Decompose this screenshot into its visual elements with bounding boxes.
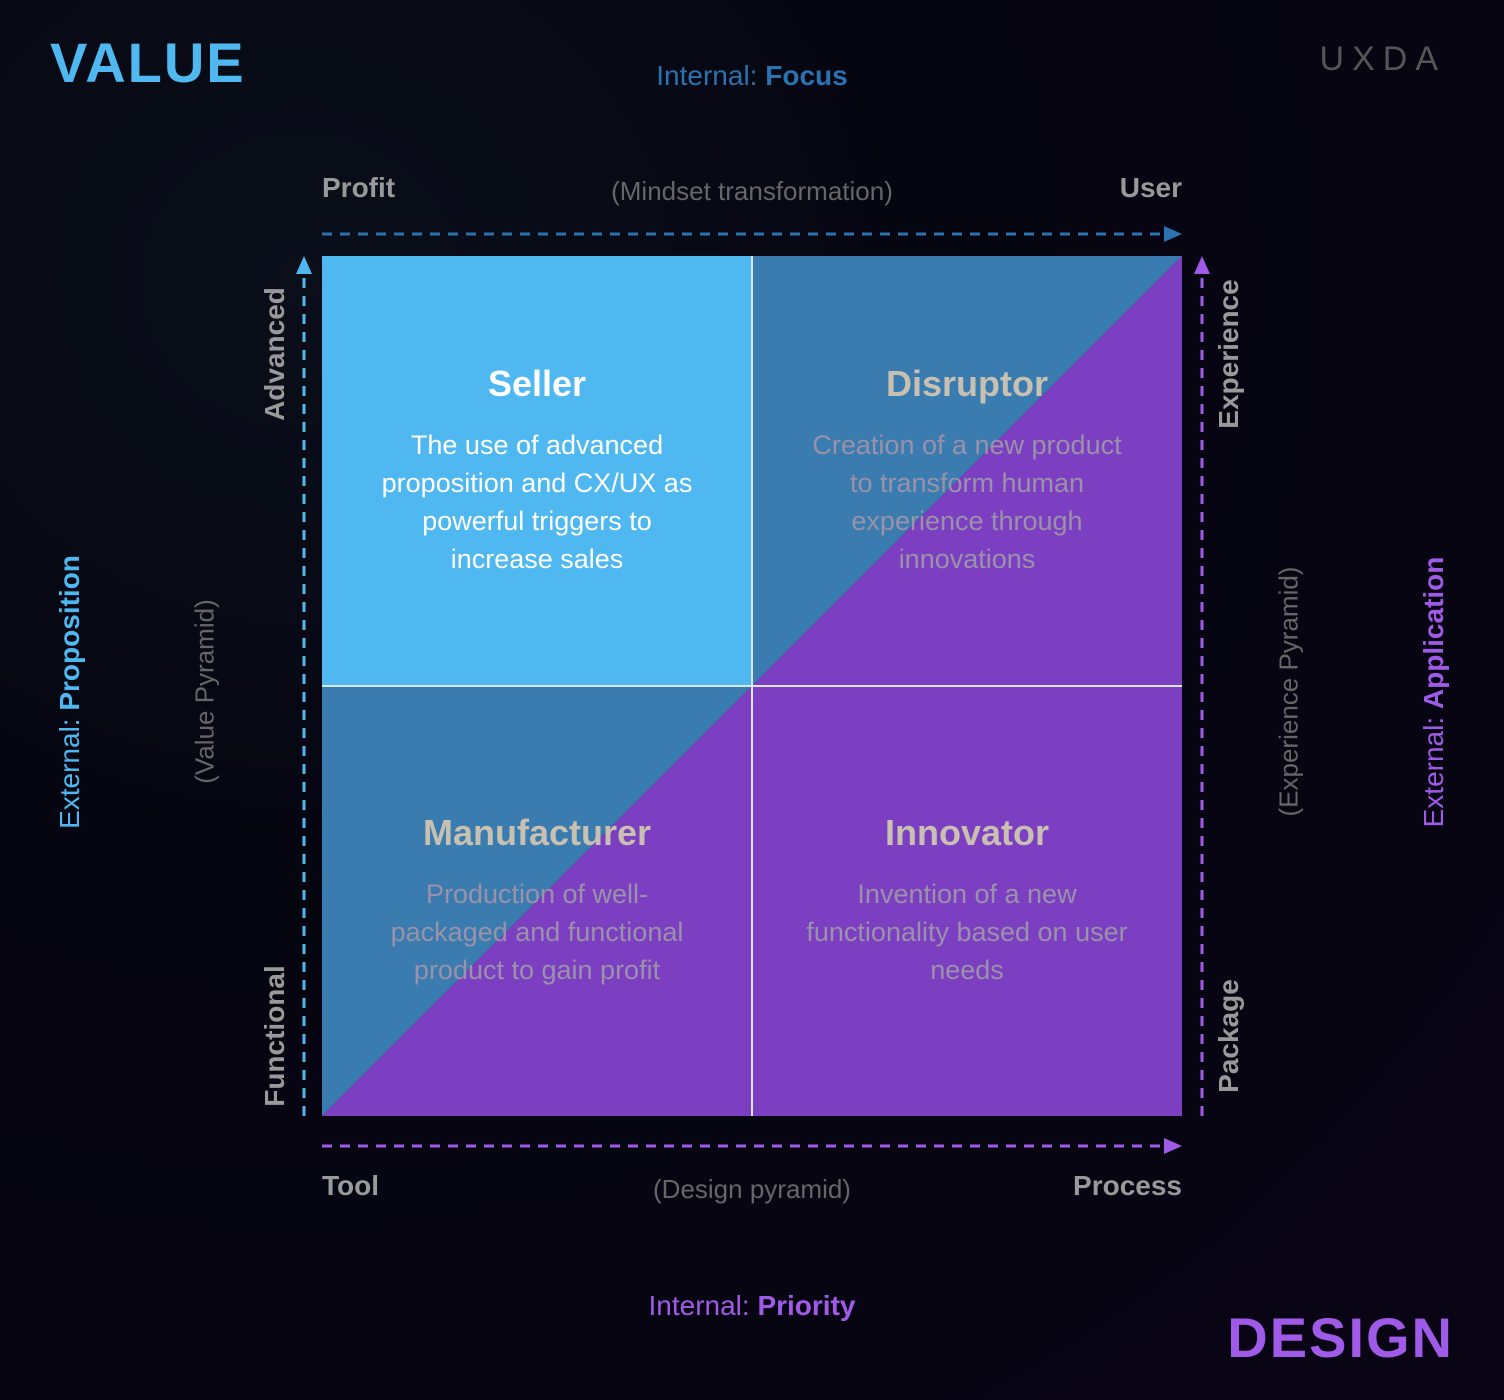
arrow-left xyxy=(292,256,316,1116)
quadrant-seller-body: The use of advanced proposition and CX/U… xyxy=(372,427,702,578)
axis-top-prefix: Internal: xyxy=(656,60,765,91)
quadrant-seller: Seller The use of advanced proposition a… xyxy=(322,256,752,686)
quadrant-seller-title: Seller xyxy=(488,363,586,405)
axis-right-start: Package xyxy=(1213,946,1245,1126)
axis-right-label: External: Application xyxy=(1418,542,1450,842)
axis-top-end: User xyxy=(1120,172,1182,204)
axis-left-note: (Value Pyramid) xyxy=(190,562,221,822)
quadrant-disruptor-title: Disruptor xyxy=(886,363,1048,405)
quadrant-innovator-body: Invention of a new functionality based o… xyxy=(802,876,1132,989)
axis-bottom-prefix: Internal: xyxy=(649,1290,758,1321)
axis-right-end: Experience xyxy=(1213,264,1245,444)
arrow-top xyxy=(322,222,1182,246)
axis-left-label: External: Proposition xyxy=(54,542,86,842)
arrow-right xyxy=(1190,256,1214,1116)
quadrant-innovator: Innovator Invention of a new functionali… xyxy=(752,686,1182,1116)
axis-left-bold: Proposition xyxy=(54,555,85,711)
arrow-bottom xyxy=(322,1134,1182,1158)
axis-bottom-bold: Priority xyxy=(757,1290,855,1321)
axis-top-note: (Mindset transformation) xyxy=(0,176,1504,207)
quadrant-innovator-title: Innovator xyxy=(885,812,1049,854)
quadrant-matrix: Seller The use of advanced proposition a… xyxy=(322,256,1182,1116)
quadrant-manufacturer: Manufacturer Production of well-packaged… xyxy=(322,686,752,1116)
axis-bottom-label: Internal: Priority xyxy=(0,1290,1504,1322)
quadrant-manufacturer-title: Manufacturer xyxy=(423,812,651,854)
axis-right-prefix: External: xyxy=(1418,709,1449,827)
axis-right-note: (Experience Pyramid) xyxy=(1274,552,1305,832)
axis-left-start: Functional xyxy=(259,946,291,1126)
axis-bottom-end: Process xyxy=(1073,1170,1182,1202)
quadrant-manufacturer-body: Production of well-packaged and function… xyxy=(372,876,702,989)
axis-right-bold: Application xyxy=(1418,557,1449,709)
axis-left-prefix: External: xyxy=(54,711,85,829)
quadrant-disruptor: Disruptor Creation of a new product to t… xyxy=(752,256,1182,686)
axis-bottom-note: (Design pyramid) xyxy=(0,1174,1504,1205)
quadrant-disruptor-body: Creation of a new product to transform h… xyxy=(802,427,1132,578)
axis-top-label: Internal: Focus xyxy=(0,60,1504,92)
axis-left-end: Advanced xyxy=(259,264,291,444)
axis-top-bold: Focus xyxy=(765,60,847,91)
